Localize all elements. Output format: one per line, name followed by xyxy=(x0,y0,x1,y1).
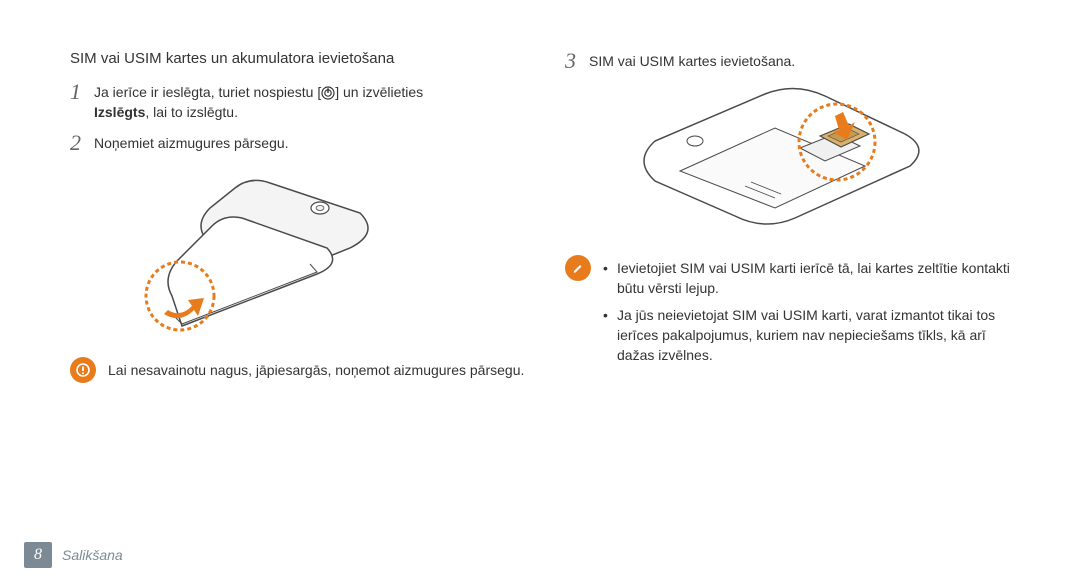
right-column: 3 SIM vai USIM kartes ievietošana. xyxy=(565,50,1020,383)
illustration-insert-sim xyxy=(625,86,1020,241)
step-number: 2 xyxy=(70,132,94,154)
step-text: Ja ierīce ir ieslēgta, turiet nospiestu … xyxy=(94,81,423,122)
note-text: Ievietojiet SIM vai USIM karti ierīcē tā… xyxy=(603,255,1020,371)
bullet: Ievietojiet SIM vai USIM karti ierīcē tā… xyxy=(603,258,1020,299)
pencil-icon xyxy=(565,255,591,281)
step-number: 3 xyxy=(565,50,589,72)
step-3: 3 SIM vai USIM kartes ievietošana. xyxy=(565,50,1020,72)
bold-text: Izslēgts xyxy=(94,104,145,120)
page-footer: 8 Salikšana xyxy=(24,542,123,568)
illustration-remove-cover xyxy=(110,168,525,343)
step-2: 2 Noņemiet aizmugures pārsegu. xyxy=(70,132,525,154)
page-number: 8 xyxy=(24,542,52,568)
note-text: Lai nesavainotu nagus, jāpiesargās, noņe… xyxy=(108,357,524,380)
info-note: Ievietojiet SIM vai USIM karti ierīcē tā… xyxy=(565,255,1020,371)
exclaim-icon xyxy=(70,357,96,383)
text: ] un izvēlieties xyxy=(335,84,423,100)
left-column: SIM vai USIM kartes un akumulatora ievie… xyxy=(70,50,525,383)
step-text: Noņemiet aizmugures pārsegu. xyxy=(94,132,289,154)
text: , lai to izslēgtu. xyxy=(145,104,238,120)
bullet: Ja jūs neievietojat SIM vai USIM karti, … xyxy=(603,305,1020,366)
warning-note: Lai nesavainotu nagus, jāpiesargās, noņe… xyxy=(70,357,525,383)
step-text: SIM vai USIM kartes ievietošana. xyxy=(589,50,795,72)
text: Ja ierīce ir ieslēgta, turiet nospiestu … xyxy=(94,84,321,100)
power-icon xyxy=(321,86,335,100)
section-title: SIM vai USIM kartes un akumulatora ievie… xyxy=(70,50,525,67)
step-number: 1 xyxy=(70,81,94,103)
step-1: 1 Ja ierīce ir ieslēgta, turiet nospiest… xyxy=(70,81,525,122)
footer-section-label: Salikšana xyxy=(62,547,123,563)
